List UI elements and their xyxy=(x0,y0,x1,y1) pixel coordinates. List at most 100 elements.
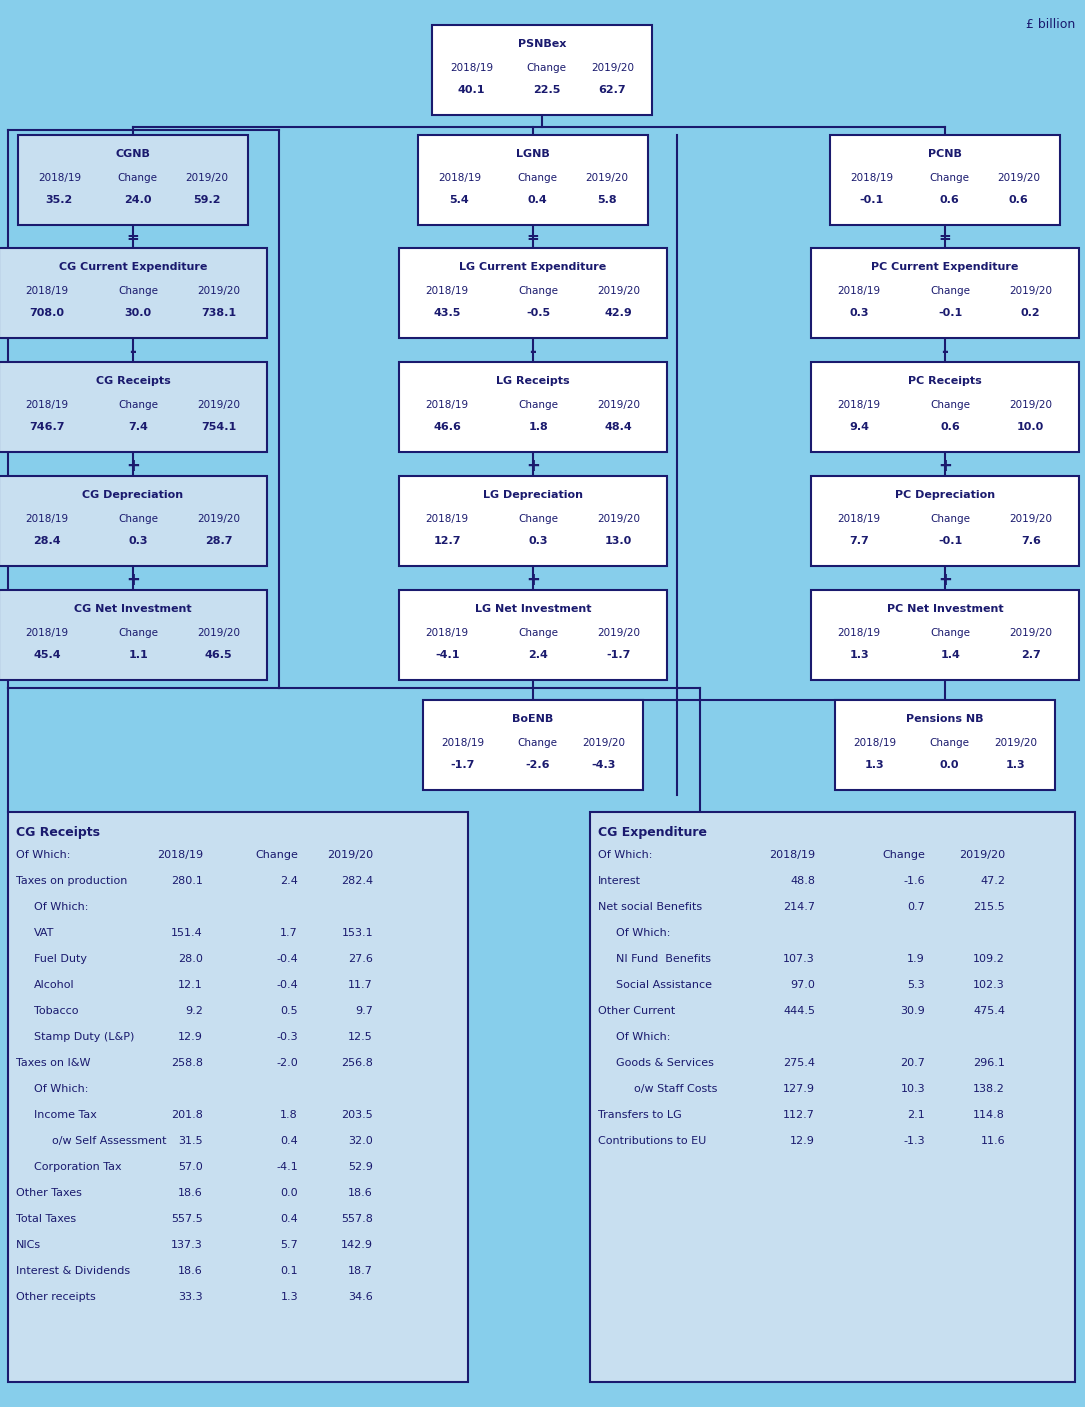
Text: 2019/20: 2019/20 xyxy=(591,63,634,73)
Text: PSNBex: PSNBex xyxy=(518,39,566,49)
Text: 12.9: 12.9 xyxy=(178,1031,203,1043)
Bar xyxy=(835,701,1055,789)
Text: 2019/20: 2019/20 xyxy=(597,628,640,637)
Text: Transfers to LG: Transfers to LG xyxy=(598,1110,681,1120)
Text: 280.1: 280.1 xyxy=(171,877,203,886)
Text: 28.4: 28.4 xyxy=(34,536,61,546)
Text: CG Current Expenditure: CG Current Expenditure xyxy=(59,262,207,272)
Text: 127.9: 127.9 xyxy=(783,1083,815,1095)
Text: Interest & Dividends: Interest & Dividends xyxy=(16,1266,130,1276)
Text: 0.6: 0.6 xyxy=(1009,196,1029,205)
Text: 258.8: 258.8 xyxy=(171,1058,203,1068)
Text: 57.0: 57.0 xyxy=(178,1162,203,1172)
Text: -1.7: -1.7 xyxy=(450,760,475,770)
Text: 2019/20: 2019/20 xyxy=(582,739,625,749)
Text: -4.3: -4.3 xyxy=(591,760,615,770)
Text: 2019/20: 2019/20 xyxy=(585,173,628,183)
Text: 7.7: 7.7 xyxy=(850,536,869,546)
Text: 0.0: 0.0 xyxy=(940,760,959,770)
Text: 9.7: 9.7 xyxy=(355,1006,373,1016)
Text: 13.0: 13.0 xyxy=(605,536,633,546)
Text: 2019/20: 2019/20 xyxy=(1009,286,1052,295)
Text: Change: Change xyxy=(519,514,559,523)
Text: PC Depreciation: PC Depreciation xyxy=(895,490,995,499)
Text: 1.7: 1.7 xyxy=(280,929,298,938)
Text: 18.6: 18.6 xyxy=(178,1188,203,1197)
Text: 2019/20: 2019/20 xyxy=(1009,400,1052,409)
Text: 2.7: 2.7 xyxy=(1021,650,1041,660)
Text: Of Which:: Of Which: xyxy=(16,850,71,860)
Text: Change: Change xyxy=(118,400,158,409)
Text: CGNB: CGNB xyxy=(116,149,151,159)
Text: 2018/19: 2018/19 xyxy=(450,63,494,73)
Text: 2019/20: 2019/20 xyxy=(327,850,373,860)
Text: -0.4: -0.4 xyxy=(277,954,298,964)
Text: 2018/19: 2018/19 xyxy=(425,400,469,409)
Text: 0.3: 0.3 xyxy=(850,308,869,318)
Text: 5.8: 5.8 xyxy=(597,196,616,205)
Text: 0.3: 0.3 xyxy=(528,536,548,546)
Text: 12.5: 12.5 xyxy=(348,1031,373,1043)
Text: 52.9: 52.9 xyxy=(348,1162,373,1172)
Text: 2018/19: 2018/19 xyxy=(26,514,68,523)
Bar xyxy=(432,25,652,115)
Text: Interest: Interest xyxy=(598,877,641,886)
Text: Fuel Duty: Fuel Duty xyxy=(34,954,87,964)
Text: 2018/19: 2018/19 xyxy=(838,514,881,523)
Text: Other Current: Other Current xyxy=(598,1006,675,1016)
Bar xyxy=(0,590,267,680)
Text: 2019/20: 2019/20 xyxy=(186,173,228,183)
Text: 20.7: 20.7 xyxy=(901,1058,926,1068)
Text: 153.1: 153.1 xyxy=(342,929,373,938)
Text: -1.7: -1.7 xyxy=(607,650,631,660)
Text: 12.1: 12.1 xyxy=(178,981,203,991)
Text: 7.6: 7.6 xyxy=(1021,536,1041,546)
Text: 33.3: 33.3 xyxy=(178,1292,203,1301)
Text: Taxes on I&W: Taxes on I&W xyxy=(16,1058,90,1068)
Text: 475.4: 475.4 xyxy=(973,1006,1005,1016)
Text: 31.5: 31.5 xyxy=(178,1135,203,1145)
Text: 109.2: 109.2 xyxy=(973,954,1005,964)
Text: 275.4: 275.4 xyxy=(783,1058,815,1068)
Text: Tobacco: Tobacco xyxy=(34,1006,78,1016)
Bar xyxy=(399,362,667,452)
Bar xyxy=(810,362,1078,452)
Text: 0.0: 0.0 xyxy=(280,1188,298,1197)
Text: 40.1: 40.1 xyxy=(458,84,485,96)
Text: 1.3: 1.3 xyxy=(280,1292,298,1301)
Text: 2019/20: 2019/20 xyxy=(994,739,1037,749)
Text: 10.0: 10.0 xyxy=(1017,422,1045,432)
Text: Change: Change xyxy=(930,739,969,749)
Text: 48.4: 48.4 xyxy=(604,422,633,432)
Text: Change: Change xyxy=(882,850,926,860)
Text: Other receipts: Other receipts xyxy=(16,1292,95,1301)
Text: -4.1: -4.1 xyxy=(435,650,459,660)
Text: -0.1: -0.1 xyxy=(859,196,883,205)
Text: 30.9: 30.9 xyxy=(901,1006,926,1016)
Text: 5.3: 5.3 xyxy=(907,981,926,991)
Text: 9.2: 9.2 xyxy=(186,1006,203,1016)
Text: 1.8: 1.8 xyxy=(280,1110,298,1120)
Text: 203.5: 203.5 xyxy=(342,1110,373,1120)
Text: LGNB: LGNB xyxy=(516,149,550,159)
Text: 1.8: 1.8 xyxy=(528,422,548,432)
Text: 12.9: 12.9 xyxy=(790,1135,815,1145)
Text: LG Net Investment: LG Net Investment xyxy=(475,604,591,613)
Text: Change: Change xyxy=(518,173,558,183)
Text: 9.4: 9.4 xyxy=(850,422,869,432)
Bar xyxy=(810,476,1078,566)
Text: LG Receipts: LG Receipts xyxy=(496,376,570,386)
Text: Change: Change xyxy=(519,628,559,637)
Text: 114.8: 114.8 xyxy=(973,1110,1005,1120)
Text: 2018/19: 2018/19 xyxy=(850,173,893,183)
Text: 112.7: 112.7 xyxy=(783,1110,815,1120)
Text: +: + xyxy=(126,571,140,590)
Text: 0.6: 0.6 xyxy=(941,422,960,432)
Text: 2019/20: 2019/20 xyxy=(197,628,240,637)
Text: 2019/20: 2019/20 xyxy=(197,286,240,295)
Text: -1.3: -1.3 xyxy=(904,1135,926,1145)
Bar xyxy=(399,590,667,680)
Text: 48.8: 48.8 xyxy=(790,877,815,886)
Text: 256.8: 256.8 xyxy=(341,1058,373,1068)
Text: 45.4: 45.4 xyxy=(34,650,61,660)
